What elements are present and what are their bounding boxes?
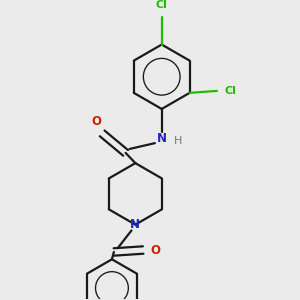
Text: Cl: Cl bbox=[225, 86, 236, 96]
Text: N: N bbox=[130, 218, 140, 231]
Text: H: H bbox=[174, 136, 182, 146]
Text: N: N bbox=[157, 132, 167, 145]
Text: O: O bbox=[150, 244, 160, 256]
Text: O: O bbox=[91, 115, 101, 128]
Text: Cl: Cl bbox=[156, 1, 168, 10]
